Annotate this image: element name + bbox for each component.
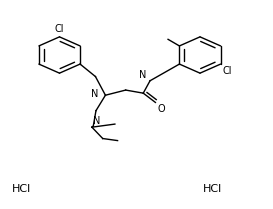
Text: HCl: HCl [203, 184, 222, 194]
Text: Cl: Cl [55, 24, 64, 34]
Text: N: N [139, 70, 146, 80]
Text: O: O [157, 104, 165, 114]
Text: Cl: Cl [223, 66, 232, 76]
Text: HCl: HCl [12, 184, 31, 194]
Text: N: N [91, 89, 99, 99]
Text: N: N [93, 116, 101, 126]
